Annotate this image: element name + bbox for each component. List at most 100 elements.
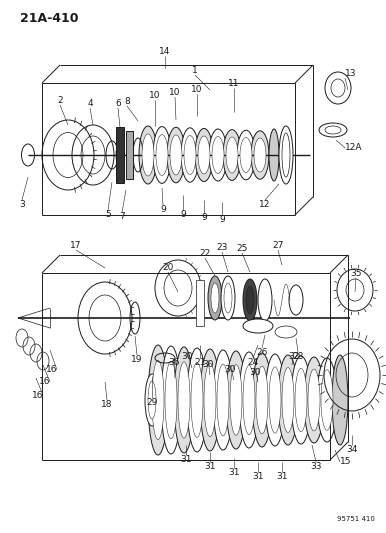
- Ellipse shape: [170, 135, 182, 175]
- Ellipse shape: [230, 365, 242, 435]
- Text: 16: 16: [46, 366, 57, 375]
- Text: 5: 5: [105, 210, 111, 219]
- Ellipse shape: [191, 362, 203, 438]
- Ellipse shape: [243, 366, 255, 434]
- Text: 8: 8: [124, 97, 130, 106]
- Text: 7: 7: [119, 212, 125, 221]
- Ellipse shape: [153, 127, 171, 183]
- Text: 10: 10: [191, 85, 203, 94]
- Text: 13: 13: [345, 69, 357, 78]
- Ellipse shape: [161, 346, 181, 454]
- Ellipse shape: [195, 128, 213, 182]
- Ellipse shape: [142, 134, 154, 176]
- Ellipse shape: [332, 355, 348, 445]
- Text: 9: 9: [219, 215, 225, 224]
- Text: 32: 32: [288, 352, 300, 361]
- Text: 16: 16: [32, 391, 43, 400]
- Ellipse shape: [184, 135, 196, 174]
- Ellipse shape: [178, 362, 190, 438]
- Ellipse shape: [200, 349, 220, 451]
- Ellipse shape: [308, 369, 320, 431]
- Text: 26: 26: [256, 348, 267, 357]
- Ellipse shape: [251, 131, 269, 179]
- Ellipse shape: [252, 353, 272, 447]
- Text: 3: 3: [19, 200, 25, 209]
- Ellipse shape: [258, 279, 272, 321]
- Text: 21A-410: 21A-410: [20, 12, 78, 25]
- Text: 31: 31: [180, 455, 192, 464]
- Text: 9: 9: [180, 210, 186, 219]
- Text: 23: 23: [216, 243, 228, 252]
- Text: 27: 27: [272, 241, 284, 250]
- Ellipse shape: [212, 136, 224, 174]
- Ellipse shape: [240, 138, 252, 173]
- Text: 9: 9: [201, 213, 207, 222]
- Text: 31: 31: [252, 472, 264, 481]
- Text: 12: 12: [259, 200, 271, 209]
- Ellipse shape: [181, 128, 199, 182]
- Ellipse shape: [243, 279, 257, 321]
- Text: 30: 30: [181, 352, 193, 361]
- Text: 10: 10: [169, 88, 181, 97]
- Ellipse shape: [289, 285, 303, 315]
- Ellipse shape: [295, 368, 307, 432]
- Text: 4: 4: [87, 99, 93, 108]
- Ellipse shape: [237, 130, 255, 180]
- Text: 18: 18: [101, 400, 113, 409]
- Text: 35: 35: [350, 269, 362, 278]
- Text: 11: 11: [228, 79, 240, 88]
- Text: 9: 9: [160, 205, 166, 214]
- Ellipse shape: [174, 347, 194, 453]
- Polygon shape: [196, 280, 204, 326]
- Ellipse shape: [321, 370, 333, 430]
- Ellipse shape: [139, 126, 157, 184]
- Text: 6: 6: [115, 99, 121, 108]
- Text: 31: 31: [204, 462, 216, 471]
- Ellipse shape: [145, 374, 159, 426]
- Text: 20: 20: [162, 263, 174, 272]
- Ellipse shape: [198, 136, 210, 174]
- Ellipse shape: [269, 129, 279, 181]
- Ellipse shape: [208, 276, 222, 320]
- Text: 30: 30: [249, 368, 261, 377]
- Ellipse shape: [156, 134, 168, 175]
- Ellipse shape: [269, 367, 281, 433]
- Text: 31: 31: [276, 472, 288, 481]
- Text: 25: 25: [236, 244, 248, 253]
- Ellipse shape: [243, 319, 273, 333]
- Ellipse shape: [256, 366, 268, 434]
- Text: 2: 2: [57, 96, 63, 105]
- Text: 24: 24: [247, 358, 259, 367]
- Ellipse shape: [291, 356, 311, 444]
- Text: 34: 34: [346, 445, 358, 454]
- Text: 30: 30: [202, 360, 214, 369]
- Text: 36: 36: [168, 358, 180, 367]
- Ellipse shape: [152, 360, 164, 440]
- Ellipse shape: [282, 133, 290, 177]
- Ellipse shape: [304, 357, 324, 443]
- Polygon shape: [116, 127, 124, 183]
- Ellipse shape: [204, 364, 216, 437]
- Text: 10: 10: [149, 91, 161, 100]
- Text: 31: 31: [228, 468, 240, 477]
- Text: 33: 33: [310, 462, 322, 471]
- Ellipse shape: [265, 354, 285, 446]
- Ellipse shape: [278, 355, 298, 445]
- Text: 12A: 12A: [345, 143, 362, 152]
- Text: 19: 19: [131, 355, 143, 364]
- Ellipse shape: [213, 350, 233, 450]
- Text: 28: 28: [292, 352, 304, 361]
- Ellipse shape: [148, 345, 168, 455]
- Ellipse shape: [254, 138, 266, 172]
- Text: 15: 15: [340, 457, 352, 466]
- Ellipse shape: [279, 126, 293, 184]
- Text: 29: 29: [146, 398, 158, 407]
- Ellipse shape: [224, 283, 232, 313]
- Ellipse shape: [148, 381, 156, 419]
- Text: 22: 22: [200, 249, 211, 258]
- Ellipse shape: [116, 140, 124, 170]
- Ellipse shape: [282, 368, 294, 432]
- Ellipse shape: [211, 283, 219, 313]
- Ellipse shape: [317, 358, 337, 442]
- Polygon shape: [126, 131, 133, 179]
